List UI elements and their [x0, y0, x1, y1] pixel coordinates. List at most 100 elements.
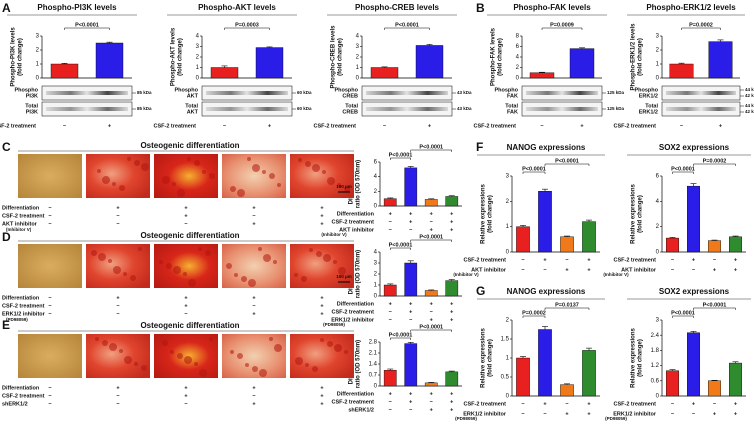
blot-label: Phospho [14, 87, 38, 93]
condition-mark: + [184, 393, 187, 399]
y-tick-label: 4 [374, 174, 378, 180]
condition-mark: + [734, 257, 737, 263]
y-tick-label: 1 [506, 356, 510, 362]
stain-nodule [294, 273, 298, 277]
condition-mark: − [430, 219, 433, 225]
condition-mark: − [48, 205, 51, 211]
stain-nodule [123, 272, 127, 276]
bar [687, 185, 701, 253]
stain-nodule [305, 363, 309, 367]
condition-mark: − [671, 401, 674, 407]
stain-nodule [205, 250, 211, 256]
significance-bracket [544, 307, 590, 310]
stain-nodule [209, 173, 215, 179]
condition-mark: + [450, 391, 453, 397]
condition-mark: − [116, 213, 119, 219]
condition-mark: + [320, 303, 323, 309]
y-tick-label: 3 [356, 44, 360, 50]
stain-nodule [259, 369, 267, 377]
blot-label: Total [505, 103, 518, 109]
condition-mark: + [450, 211, 453, 217]
stain-nodule [119, 349, 123, 353]
significance-bracket [522, 171, 546, 174]
stain-nodule [166, 263, 172, 269]
condition-mark: − [63, 123, 66, 129]
condition-mark: − [48, 401, 51, 407]
y-tick-label: 0 [374, 204, 378, 210]
condition-mark: + [409, 211, 412, 217]
stain-nodule [327, 341, 333, 347]
condition-label: CSF-2 treatment [2, 303, 45, 309]
stain-nodule [98, 253, 106, 261]
stain-nodule [187, 157, 191, 161]
p-value: P=0.0009 [550, 22, 574, 28]
condition-mark: + [252, 385, 255, 391]
stain-nodule [263, 254, 271, 262]
condition-mark: − [116, 311, 119, 317]
y-tick-label: 0 [374, 384, 378, 390]
chart-title: Phospho-FAK levels [513, 3, 591, 12]
bar [383, 198, 397, 207]
micrograph [86, 154, 150, 198]
blot-label: Phospho [494, 87, 518, 93]
y-tick-label: 0 [36, 76, 40, 82]
blot-label: Phospho [174, 87, 198, 93]
micrograph [290, 244, 354, 288]
condition-mark: + [184, 385, 187, 391]
condition-mark: + [320, 221, 323, 227]
bar [404, 167, 418, 207]
condition-mark: − [48, 393, 51, 399]
y-tick-label: 2 [36, 48, 40, 54]
condition-sublabel: (Inhibitor V) [603, 272, 629, 277]
p-value: P<0.0001 [389, 152, 413, 158]
condition-mark: + [389, 391, 392, 397]
condition-mark: − [184, 311, 187, 317]
y-axis-label: (fold change) [178, 38, 184, 76]
y-tick-label: 2 [656, 48, 660, 54]
y-tick-label: 4 [656, 199, 660, 205]
stain-nodule [184, 356, 192, 364]
condition-label: ERK1/2 inhibitor [463, 411, 507, 417]
y-axis-label: (fold change) [488, 339, 494, 377]
y-axis-label: (fold change) [498, 38, 504, 76]
condition-mark: + [734, 267, 737, 273]
condition-label: Differentiation [337, 211, 375, 217]
condition-mark: + [252, 221, 255, 227]
condition-mark: + [320, 393, 323, 399]
chart-title: NANOG expressions [507, 287, 586, 296]
y-tick-label: 3 [656, 318, 660, 324]
condition-label: CSF-2 treatment [614, 401, 657, 407]
condition-mark: + [580, 123, 583, 129]
y-axis-label: Relative expressions [481, 327, 487, 387]
condition-mark: − [48, 303, 51, 309]
condition-label: CSF-2 treatment [154, 123, 197, 129]
condition-mark: + [450, 227, 453, 233]
bar [538, 329, 552, 397]
stain-nodule [237, 353, 243, 359]
condition-mark: − [521, 411, 524, 417]
p-value: P<0.0001 [75, 22, 99, 28]
micrograph [18, 244, 82, 288]
condition-mark: − [521, 401, 524, 407]
stain-nodule [312, 164, 320, 172]
condition-mark: − [692, 267, 695, 273]
bar [569, 48, 595, 79]
panel-label: F [476, 140, 483, 154]
condition-mark: + [692, 257, 695, 263]
stain-nodule [234, 273, 238, 277]
size-label: 43 kDa [457, 106, 472, 111]
stain-nodule [130, 275, 136, 281]
y-tick-label: 2.4 [651, 333, 660, 339]
bar [560, 384, 574, 397]
condition-label: AKT inhibitor [621, 267, 657, 273]
condition-mark: − [48, 295, 51, 301]
blot-label: ERK1/2 [639, 109, 658, 115]
blot-label: FAK [507, 93, 518, 99]
p-value: P=0.0002 [522, 310, 546, 316]
blot-label: PI3K [26, 109, 38, 115]
y-tick-label: 1 [196, 65, 200, 71]
stain-nodule [194, 160, 200, 166]
micrograph [18, 334, 82, 378]
y-axis-label: Phospho-PI3K levels [11, 27, 17, 87]
stain-nodule [194, 362, 198, 366]
